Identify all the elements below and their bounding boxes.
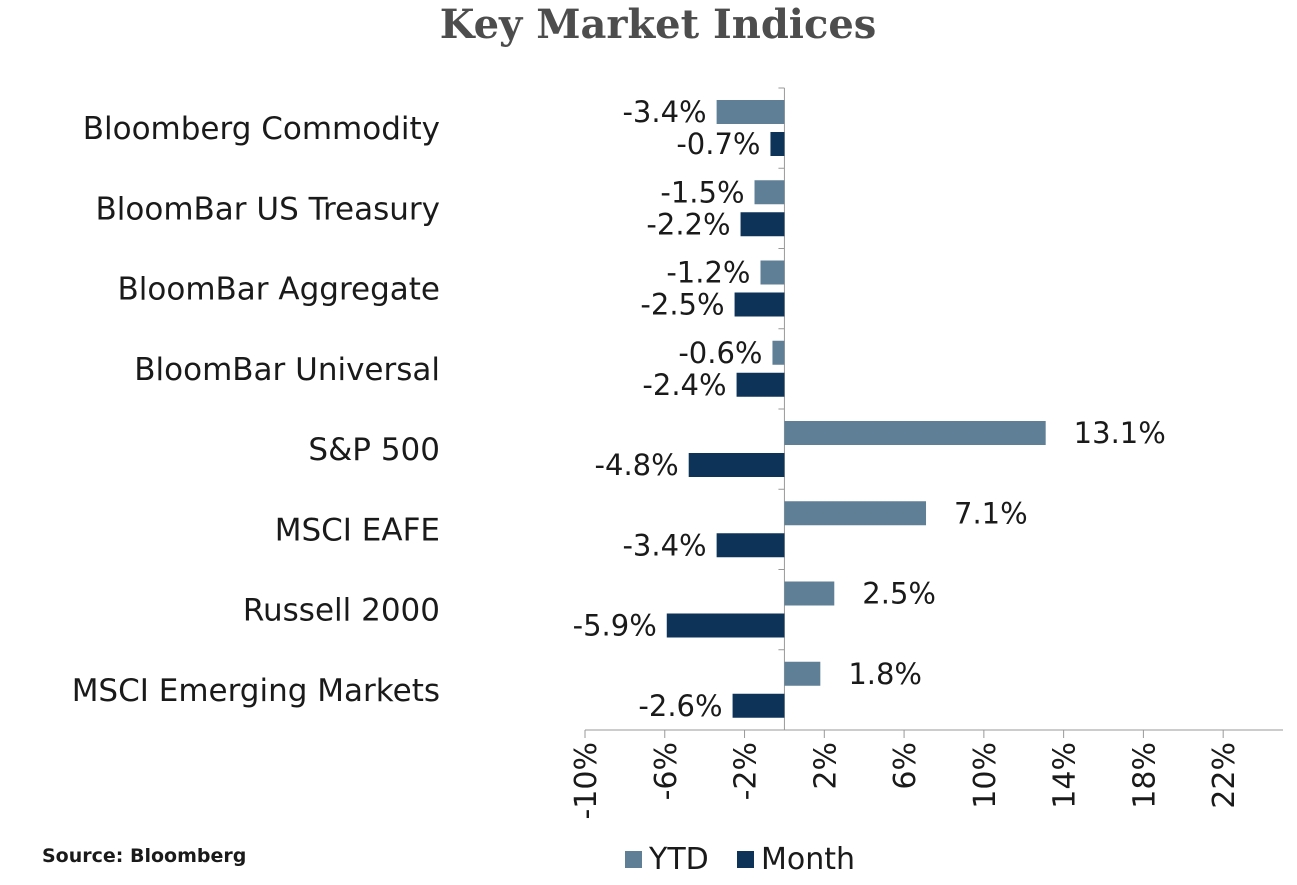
data-label-ytd: 13.1% [1074, 416, 1166, 450]
category-label: Russell 2000 [243, 593, 440, 629]
bar-month-1 [770, 132, 785, 156]
category-label: MSCI Emerging Markets [72, 673, 440, 709]
source-note: Source: Bloomberg [42, 845, 246, 867]
x-tick-label: 22% [1207, 742, 1242, 809]
bar-ytd-2 [754, 180, 785, 205]
bar-month-6 [716, 533, 785, 558]
data-label-month: -4.8% [595, 448, 679, 482]
bar-month-4 [736, 372, 785, 397]
data-label-month: -2.2% [646, 207, 730, 241]
data-label-ytd: 2.5% [862, 577, 936, 611]
bar-month-7 [666, 613, 785, 638]
bar-month-8 [732, 693, 785, 718]
x-tick-label: -6% [649, 742, 684, 800]
bar-month-3 [734, 292, 785, 317]
x-tick-label: 14% [1048, 742, 1083, 809]
bar-ytd-1 [716, 100, 785, 124]
legend-label-month: Month [761, 842, 855, 877]
category-label: MSCI EAFE [275, 512, 440, 548]
data-label-ytd: 7.1% [954, 496, 1028, 530]
data-label-ytd: 1.8% [848, 657, 922, 691]
category-label: S&P 500 [308, 432, 440, 468]
bar-month-2 [740, 212, 785, 237]
category-label: Bloomberg Commodity [83, 111, 440, 147]
data-label-ytd: -1.5% [660, 175, 744, 209]
bar-ytd-8 [784, 661, 821, 686]
data-label-month: -2.6% [638, 689, 722, 723]
legend-swatch-ytd [625, 851, 642, 868]
data-label-month: -3.4% [622, 528, 706, 562]
x-tick-label: -10% [569, 742, 604, 820]
bar-ytd-4 [772, 340, 785, 365]
chart-title: Key Market Indices [440, 1, 877, 48]
data-label-ytd: -3.4% [622, 95, 706, 129]
data-label-ytd: -0.6% [678, 336, 762, 370]
category-label: BloomBar US Treasury [96, 191, 441, 227]
data-label-month: -0.7% [676, 127, 760, 161]
x-axis: -10% -6% -2% 2% 6% 10% 14% 18% 22% [569, 729, 1283, 820]
plot-area: Bloomberg Commodity -3.4%-0.7%BloomBar US… [72, 87, 1166, 730]
data-label-month: -2.5% [640, 288, 724, 322]
category-label: BloomBar Universal [134, 352, 440, 388]
bar-ytd-6 [784, 501, 927, 526]
bar-ytd-3 [760, 260, 785, 285]
data-label-month: -2.4% [642, 368, 726, 402]
category-label: BloomBar Aggregate [118, 272, 440, 308]
data-label-month: -5.9% [573, 609, 657, 643]
x-tick-label: 18% [1127, 742, 1162, 809]
bar-month-5 [688, 453, 785, 477]
data-label-ytd: -1.2% [666, 256, 750, 290]
bar-ytd-5 [784, 421, 1046, 445]
bar-ytd-7 [784, 581, 835, 606]
x-tick-label: -2% [729, 742, 764, 800]
legend: YTD Month [625, 842, 855, 877]
x-tick-label: 2% [808, 742, 843, 790]
x-tick-label: 10% [968, 742, 1003, 809]
legend-swatch-month [737, 851, 754, 868]
x-tick-label: 6% [888, 742, 923, 790]
legend-label-ytd: YTD [648, 842, 709, 877]
